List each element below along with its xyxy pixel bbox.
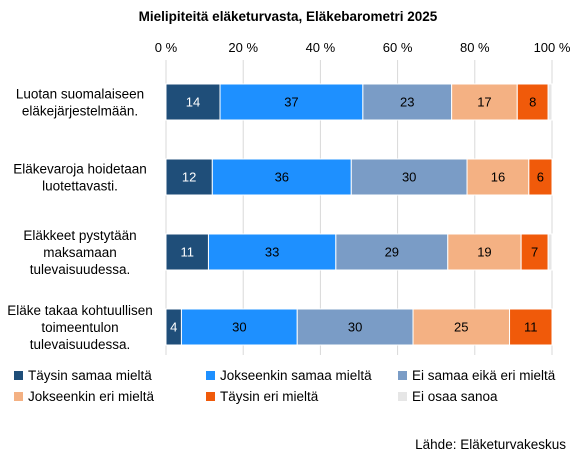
data-label: 14 [186, 95, 200, 110]
category-label-line: tulevaisuudessa. [30, 337, 131, 352]
legend-label: Täysin eri mieltä [220, 389, 319, 404]
data-label: 30 [232, 320, 246, 335]
data-label: 25 [454, 320, 468, 335]
data-label: 4 [170, 320, 177, 335]
legend-swatch [398, 392, 407, 401]
legend-swatch [206, 392, 215, 401]
category-label: Eläke takaa kohtuullisen toimeentulon tule… [7, 303, 153, 352]
legend-label: Ei osaa sanoa [412, 389, 498, 404]
category-label-line: toimeentulon [41, 320, 118, 335]
x-tick-label: 100 % [534, 40, 571, 55]
bar-segment [547, 83, 553, 121]
legend-swatch [14, 371, 23, 380]
data-label: 6 [537, 170, 544, 185]
bar-segment [451, 83, 518, 121]
x-axis-ticks: 0 % 20 % 40 % 60 % 80 % 100 % [155, 40, 571, 55]
x-tick-label: 20 % [228, 40, 258, 55]
category-label-line: Eläkevaroja hoidetaan [13, 162, 147, 177]
category-label: Luotan suomalaiseen eläkejärjestelmään. [16, 87, 144, 119]
bar-segment [296, 308, 414, 346]
bar-segment [165, 83, 221, 121]
bar-segment [447, 233, 522, 271]
bar-segment [165, 233, 209, 271]
legend-swatch [398, 371, 407, 380]
x-tick-label: 60 % [383, 40, 413, 55]
data-label: 19 [477, 245, 491, 260]
category-label-line: eläkejärjestelmään. [22, 104, 138, 119]
data-label: 17 [477, 95, 491, 110]
legend: Täysin samaa mieltä Jokseenkin samaa miel… [14, 368, 556, 404]
legend-label: Ei samaa eikä eri mieltä [412, 368, 556, 383]
x-tick-label: 40 % [306, 40, 336, 55]
bar-segment [165, 158, 213, 196]
category-label-line: Eläkkeet pystytään [23, 228, 136, 243]
bar-segment [180, 308, 298, 346]
category-label: Eläkevaroja hoidetaan luotettavasti. [13, 162, 147, 194]
legend-label: Täysin samaa mieltä [28, 368, 152, 383]
x-tick-label: 80 % [460, 40, 490, 55]
data-label: 11 [524, 320, 538, 335]
legend-swatch [206, 371, 215, 380]
data-label: 30 [402, 170, 416, 185]
bars: 14 37 23 17 8 12 36 30 16 6 11 33 29 19 7 4 30 30 25 11 [165, 83, 553, 346]
legend-label: Jokseenkin samaa mieltä [220, 368, 372, 383]
legend-swatch [14, 392, 23, 401]
bar-segment [528, 158, 553, 196]
category-label: Eläkkeet pystytään maksamaan tulevaisuudes… [23, 228, 136, 277]
category-label-line: maksamaan [43, 245, 117, 260]
category-label-line: tulevaisuudessa. [30, 262, 131, 277]
bar-segment [211, 158, 352, 196]
data-label: 37 [284, 95, 298, 110]
bar-segment [412, 308, 511, 346]
data-label: 33 [265, 245, 279, 260]
bar-segment [350, 158, 468, 196]
x-tick-label: 0 % [155, 40, 178, 55]
data-label: 7 [531, 245, 538, 260]
data-label: 11 [180, 245, 194, 260]
data-label: 23 [400, 95, 414, 110]
bar-segment [516, 83, 549, 121]
bar-segment [509, 308, 553, 346]
data-label: 36 [275, 170, 289, 185]
data-label: 12 [182, 170, 196, 185]
data-label: 16 [491, 170, 505, 185]
category-label-line: Luotan suomalaiseen [16, 87, 144, 102]
category-label-line: luotettavasti. [42, 179, 118, 194]
chart-title: Mielipiteitä eläketurvasta, Eläkebaromet… [139, 9, 438, 24]
data-label: 8 [529, 95, 536, 110]
bar-segment [466, 158, 530, 196]
category-label-line: Eläke takaa kohtuullisen [7, 303, 153, 318]
data-label: 30 [348, 320, 362, 335]
bar-segment [207, 233, 337, 271]
bar-segment [547, 233, 553, 271]
legend-label: Jokseenkin eri mieltä [28, 389, 155, 404]
category-labels: Luotan suomalaiseen eläkejärjestelmään. El… [7, 87, 153, 353]
source-note: Lähde: Eläketurvakeskus [415, 437, 566, 452]
data-label: 29 [385, 245, 399, 260]
